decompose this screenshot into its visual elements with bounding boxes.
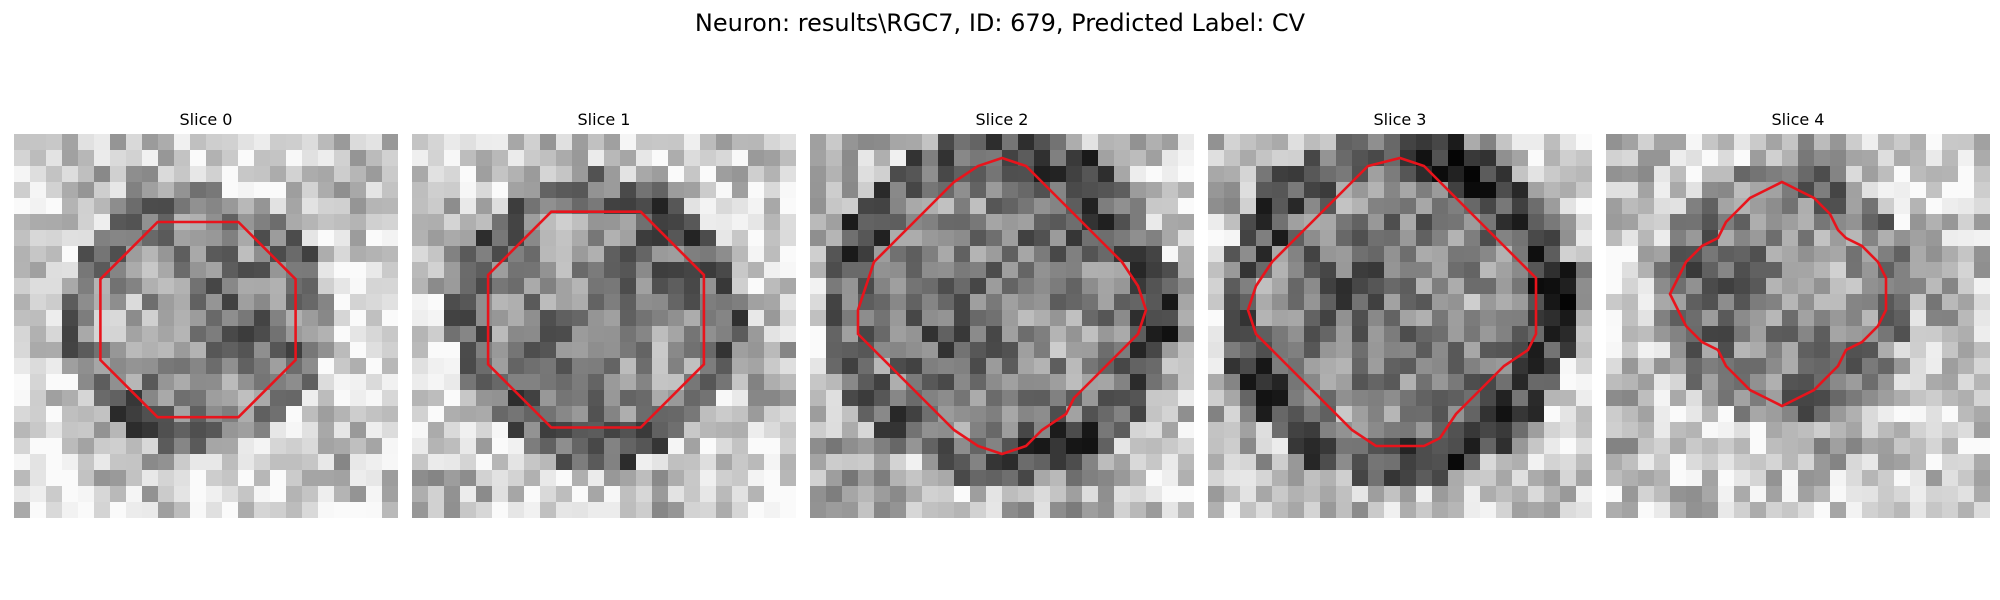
slice-title-1: Slice 1 (577, 110, 631, 129)
slice-image-4 (1606, 134, 1990, 518)
slice-image-2 (810, 134, 1194, 518)
slice-title-2: Slice 2 (975, 110, 1029, 129)
slice-panel-3: Slice 3 (1208, 108, 1592, 526)
slice-panel-2: Slice 2 (810, 108, 1194, 526)
neuron-contour (856, 156, 1148, 456)
slice-image-3 (1208, 134, 1592, 518)
pixel-grid (412, 134, 796, 518)
slice-title-0: Slice 0 (179, 110, 233, 129)
neuron-contour (1246, 156, 1538, 448)
pixel-grid (1208, 134, 1592, 518)
slice-panel-1: Slice 1 (412, 108, 796, 526)
slice-image-0 (14, 134, 398, 518)
slice-image-1 (412, 134, 796, 518)
neuron-contour (1668, 180, 1888, 408)
pixel-grid (1606, 134, 1990, 518)
pixel-grid (14, 134, 398, 518)
neuron-contour (99, 220, 297, 419)
neuron-contour (486, 210, 706, 429)
figure-title: Neuron: results\RGC7, ID: 679, Predicted… (694, 9, 1306, 37)
slice-panel-0: Slice 0 (14, 108, 398, 526)
slice-panel-4: Slice 4 (1606, 108, 1990, 526)
slice-title-3: Slice 3 (1373, 110, 1427, 129)
pixel-grid (810, 134, 1194, 518)
slice-title-4: Slice 4 (1771, 110, 1825, 129)
